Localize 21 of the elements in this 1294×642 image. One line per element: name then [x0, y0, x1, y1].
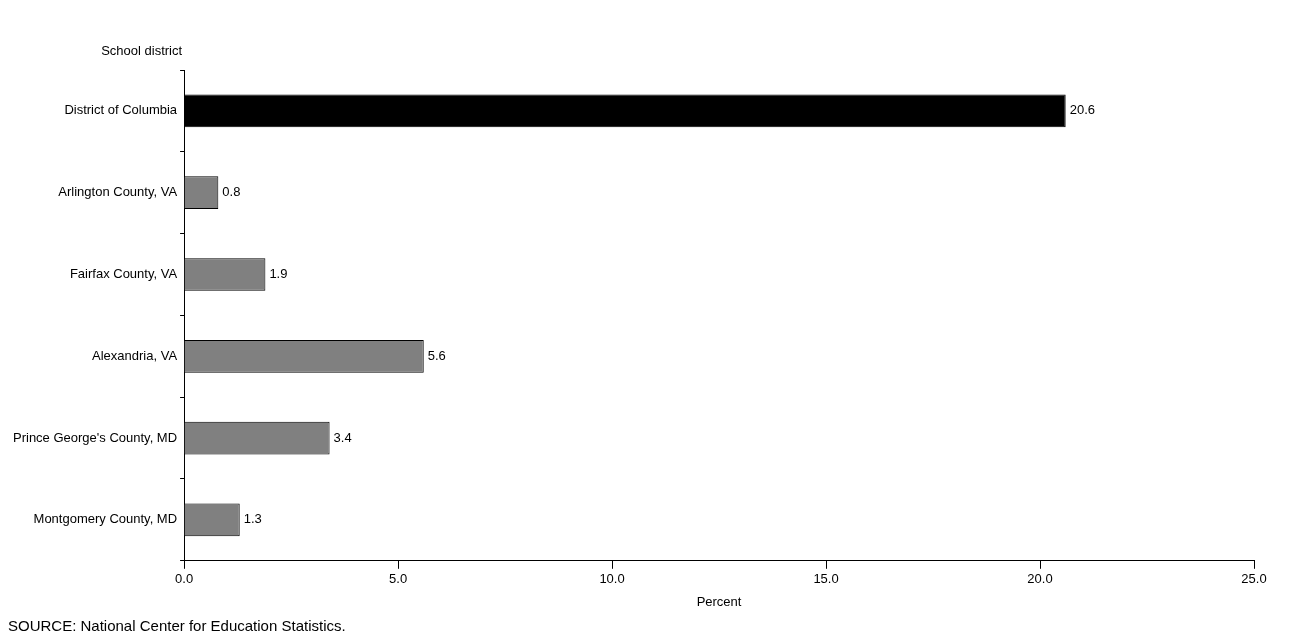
- data-label: 3.4: [333, 429, 352, 445]
- y-axis-title: School district: [101, 43, 183, 59]
- y-tick-label: District of Columbia: [64, 102, 178, 118]
- data-label: 1.9: [269, 266, 288, 282]
- x-tick-label: 0.0: [175, 571, 194, 587]
- data-label: 5.6: [427, 347, 446, 363]
- y-tick-label: Arlington County, VA: [58, 184, 178, 200]
- x-axis-title: Percent: [696, 593, 742, 609]
- data-label: 20.6: [1069, 102, 1096, 118]
- x-tick-label: 15.0: [813, 571, 839, 587]
- y-tick-label: Fairfax County, VA: [69, 266, 178, 282]
- data-label: 0.8: [222, 184, 241, 200]
- x-tick-label: 5.0: [389, 571, 408, 587]
- data-label: 1.3: [243, 511, 262, 527]
- x-tick-label: 20.0: [1027, 571, 1053, 587]
- y-tick-label: Montgomery County, MD: [33, 511, 178, 527]
- x-tick-label: 10.0: [599, 571, 625, 587]
- y-tick-label: Alexandria, VA: [92, 347, 178, 363]
- y-tick-label: Prince George's County, MD: [12, 429, 178, 445]
- x-tick-label: 25.0: [1241, 571, 1267, 587]
- source-note: SOURCE: National Center for Education Statistics.: [8, 616, 346, 634]
